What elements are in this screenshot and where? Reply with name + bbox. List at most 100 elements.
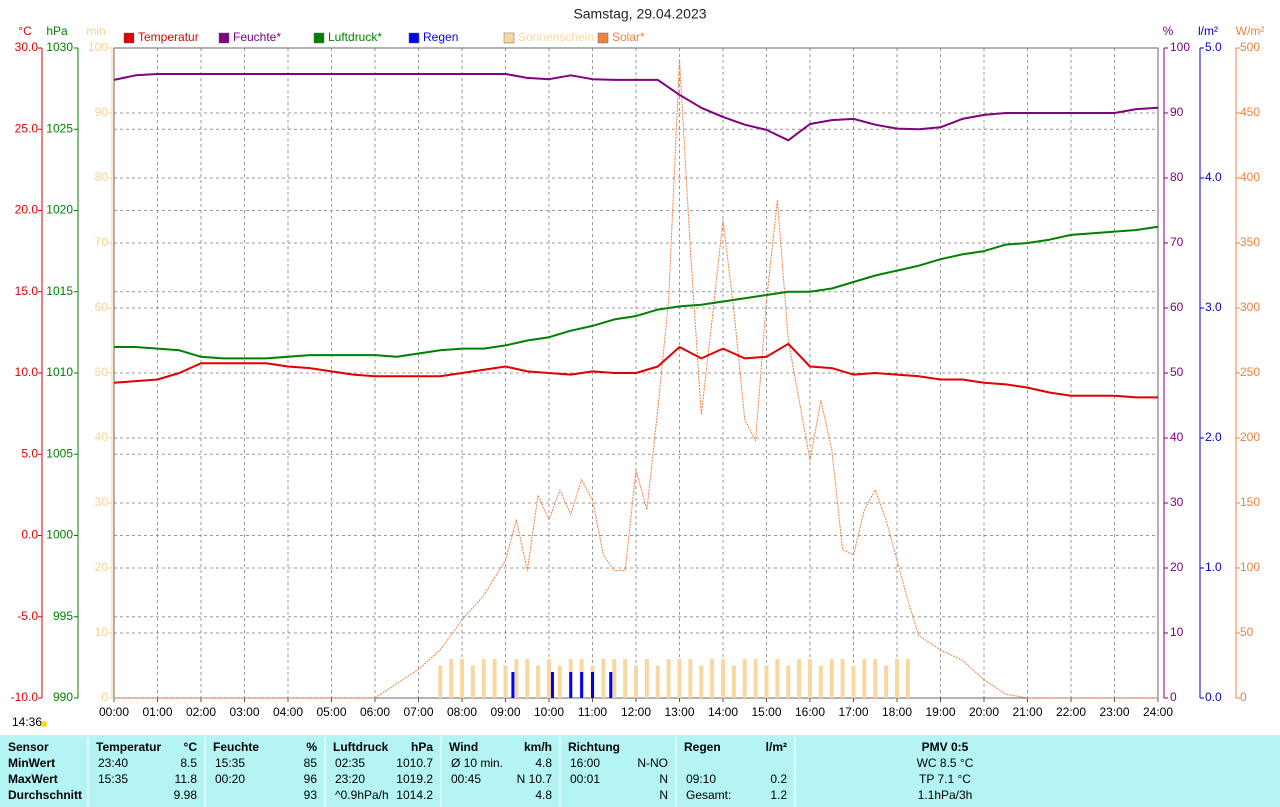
bar — [492, 659, 497, 698]
table-cell: 16:00 — [570, 756, 600, 770]
table-header: Wind — [449, 740, 478, 754]
bar — [569, 672, 573, 698]
y-tick-label: 100 — [1240, 560, 1260, 574]
table-cell: Gesamt: — [686, 788, 731, 802]
y-tick-label: 20 — [1170, 560, 1184, 574]
y-tick-label: 25.0 — [15, 121, 39, 135]
bar — [699, 665, 704, 698]
y-tick-label: 350 — [1240, 235, 1260, 249]
bar — [655, 665, 660, 698]
table-cell: 1019.2 — [396, 772, 433, 786]
table-cell: 85 — [304, 756, 318, 770]
y-tick-label: 1030 — [46, 40, 73, 54]
y-tick-label: 1000 — [46, 528, 73, 542]
bar — [688, 659, 693, 698]
bar — [753, 659, 758, 698]
table-cell: 4.8 — [535, 756, 552, 770]
y-tick-label: 100 — [1170, 40, 1190, 54]
axis-title: W/m² — [1236, 24, 1265, 38]
table-cell: 11.8 — [175, 772, 198, 786]
table-background — [0, 735, 1280, 807]
x-tick-label: 24:00 — [1143, 705, 1173, 719]
x-tick-label: 11:00 — [578, 705, 607, 719]
legend-label: Regen — [423, 30, 458, 44]
y-tick-label: 995 — [53, 609, 73, 623]
x-tick-label: 01:00 — [142, 705, 172, 719]
bar — [721, 659, 725, 698]
table-cell: WC 8.5 °C — [917, 756, 974, 770]
y-tick-label: 10 — [1170, 625, 1184, 639]
table-cell: N — [659, 772, 668, 786]
y-tick-label: 0.0 — [21, 528, 38, 542]
y-tick-label: 80 — [95, 170, 109, 184]
table-header: Sensor — [8, 740, 49, 754]
x-tick-label: 02:00 — [186, 705, 216, 719]
table-cell: 4.8 — [535, 788, 552, 802]
bar — [840, 659, 845, 698]
y-tick-label: 250 — [1240, 365, 1260, 379]
x-tick-label: 04:00 — [273, 705, 303, 719]
legend-label: Temperatur — [138, 30, 199, 44]
y-tick-label: 20 — [95, 560, 109, 574]
bar — [634, 665, 638, 698]
x-tick-label: 17:00 — [838, 705, 868, 719]
x-tick-label: 22:00 — [1056, 705, 1086, 719]
axis-title: l/m² — [1198, 24, 1218, 38]
table-cell: 1014.2 — [396, 788, 433, 802]
y-tick-label: 0 — [101, 690, 108, 704]
table-cell: ^0.9hPa/h — [335, 788, 389, 802]
table-header: PMV 0:5 — [922, 740, 969, 754]
bar — [547, 659, 551, 698]
legend-label: Luftdruck* — [328, 30, 382, 44]
bar — [591, 672, 594, 698]
table-unit: hPa — [411, 740, 433, 754]
y-tick-label: 100 — [88, 40, 108, 54]
y-tick-label: 990 — [53, 690, 73, 704]
bar — [460, 659, 464, 698]
table-cell: 1.2 — [770, 788, 787, 802]
bar — [438, 665, 443, 698]
series-line — [113, 73, 1159, 142]
x-tick-label: 09:00 — [490, 705, 520, 719]
y-tick-label: 150 — [1240, 495, 1260, 509]
table-unit: km/h — [524, 740, 552, 754]
bar — [797, 659, 802, 698]
y-tick-label: 90 — [1170, 105, 1184, 119]
x-tick-label: 21:00 — [1012, 705, 1042, 719]
table-cell: N 10.7 — [517, 772, 553, 786]
y-tick-label: 400 — [1240, 170, 1260, 184]
bar — [808, 659, 812, 698]
x-tick-label: 08:00 — [447, 705, 477, 719]
table-cell: 23:40 — [98, 756, 128, 770]
y-tick-label: 0 — [1240, 690, 1247, 704]
x-tick-label: 20:00 — [969, 705, 999, 719]
x-tick-label: 13:00 — [664, 705, 694, 719]
axis-title: hPa — [46, 24, 68, 38]
y-tick-label: 10.0 — [15, 365, 39, 379]
row-label: MinWert — [8, 756, 55, 770]
y-tick-label: 60 — [95, 300, 109, 314]
axis-title: % — [1163, 24, 1174, 38]
y-tick-label: 0.0 — [1205, 690, 1222, 704]
y-tick-label: 80 — [1170, 170, 1184, 184]
y-tick-label: -5.0 — [17, 609, 38, 623]
x-tick-label: 06:00 — [360, 705, 390, 719]
timestamp: 14:36 — [12, 715, 42, 729]
bar — [609, 672, 613, 698]
table-unit: °C — [184, 740, 198, 754]
y-tick-label: 40 — [1170, 430, 1184, 444]
bar — [742, 659, 747, 698]
y-tick-label: 1015 — [46, 284, 73, 298]
x-tick-label: 14:00 — [708, 705, 738, 719]
bar — [851, 665, 856, 698]
x-tick-label: 15:00 — [751, 705, 781, 719]
bar — [470, 665, 475, 698]
bar — [644, 659, 649, 698]
y-tick-label: 2.0 — [1205, 430, 1222, 444]
legend-swatch — [408, 32, 420, 44]
bar — [525, 659, 530, 698]
row-label: MaxWert — [8, 772, 58, 786]
x-tick-label: 23:00 — [1099, 705, 1129, 719]
